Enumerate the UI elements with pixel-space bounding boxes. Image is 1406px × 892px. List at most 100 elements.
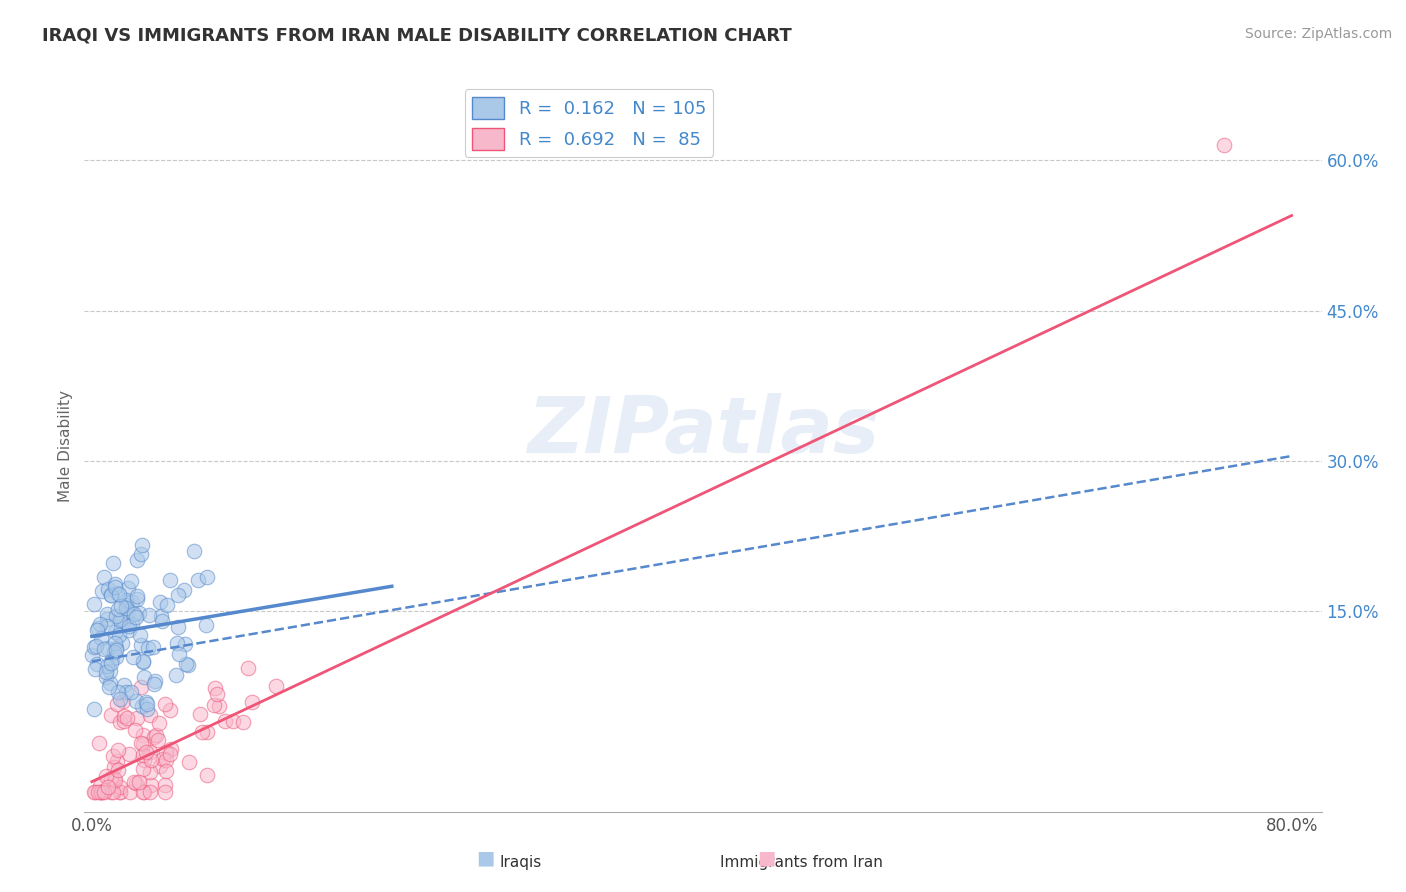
Point [120,785,142,799]
Point [143,730,166,744]
Point [131,538,153,552]
Point [105,698,128,712]
Point [129,736,152,750]
Point [125,610,148,624]
Text: IRAQI VS IMMIGRANTS FROM IRAN MALE DISABILITY CORRELATION CHART: IRAQI VS IMMIGRANTS FROM IRAN MALE DISAB… [42,27,792,45]
Legend: R =  0.162   N = 105, R =  0.692   N =  85: R = 0.162 N = 105, R = 0.692 N = 85 [464,89,713,157]
Point [152,752,174,766]
Point [132,654,155,668]
Point [87,621,110,635]
Point [105,650,128,665]
Point [159,747,181,761]
Point [125,711,148,725]
Point [155,753,177,767]
Point [100,588,122,602]
Point [90,785,112,799]
Point [98,681,121,695]
Point [103,785,125,799]
Point [90,632,112,646]
Point [117,618,139,632]
Point [104,643,127,657]
Point [127,592,149,607]
Point [128,607,150,621]
Text: ZIPatlas: ZIPatlas [527,393,879,469]
Point [103,645,125,659]
Point [187,573,209,587]
Point [191,724,214,739]
Point [145,728,167,742]
Point [120,685,142,699]
Point [98,676,121,690]
Point [117,581,139,595]
Point [205,687,228,701]
Point [110,599,132,613]
Point [96,659,118,673]
Point [135,695,157,709]
Point [129,547,152,561]
Point [104,608,127,623]
Point [149,758,172,772]
Point [115,601,138,615]
Point [166,636,188,650]
Point [94,769,117,783]
Point [101,652,124,666]
Point [100,588,122,602]
Point [159,742,181,756]
Point [91,583,114,598]
Point [96,612,118,626]
Point [86,657,108,671]
Point [105,754,128,768]
Point [150,614,173,628]
Point [84,662,107,676]
Point [132,762,155,776]
Point [108,628,131,642]
Point [108,613,131,627]
Point [129,628,152,642]
Point [202,698,225,713]
Point [134,785,156,799]
Point [111,636,134,650]
Point [108,692,131,706]
Point [112,714,135,728]
Point [100,785,122,799]
Point [89,785,111,799]
Point [183,543,205,558]
Point [115,685,138,699]
Point [139,707,162,722]
Point [115,598,138,612]
Point [114,593,136,607]
Point [1213,138,1236,153]
Point [127,553,149,567]
Point [118,747,141,761]
Point [108,785,131,799]
Point [107,685,129,699]
Point [104,636,127,650]
Point [155,745,177,759]
Point [112,618,135,632]
Point [96,607,118,621]
Point [125,590,148,604]
Point [139,753,162,767]
Point [167,588,190,602]
Point [173,582,195,597]
Point [134,753,156,767]
Point [125,694,148,708]
Point [103,760,125,774]
Point [104,624,127,639]
Point [177,658,200,673]
Point [165,668,187,682]
Point [232,714,254,729]
Point [103,773,125,788]
Point [134,670,156,684]
Point [84,785,107,799]
Point [139,778,162,792]
Point [222,714,245,729]
Point [98,664,121,678]
Point [174,657,197,671]
Point [107,763,129,777]
Point [93,641,115,656]
Point [103,772,125,786]
Point [153,785,176,799]
Point [83,785,105,799]
Point [107,743,129,757]
